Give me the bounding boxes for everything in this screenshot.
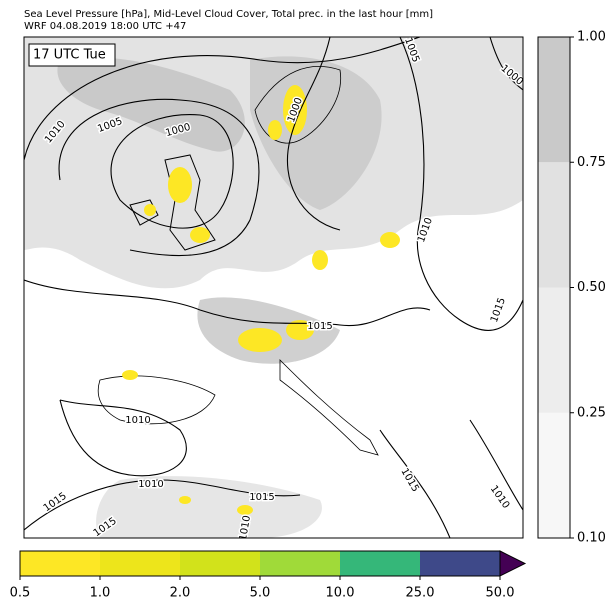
time-label-box: [28, 43, 116, 67]
coastline: [164, 154, 216, 251]
contour-label: 1010: [125, 415, 150, 426]
cloud-area: [250, 56, 382, 210]
colorbar-band: [340, 551, 421, 576]
contour-label: 1015: [307, 321, 332, 332]
colorbar-tick-label: 2.0: [170, 586, 191, 601]
colorbar-band: [180, 551, 261, 576]
colorbar-band: [420, 551, 501, 576]
colorbar-tick-label: 0.10: [577, 531, 606, 546]
colorbar-tick-label: 1.00: [577, 30, 606, 45]
colorbar-extend: [499, 550, 527, 577]
time-label: 17 UTC Tue: [33, 48, 106, 63]
precip-areas: [122, 85, 400, 515]
colorbar-band: [538, 37, 570, 163]
colorbar-tick-label: 10.0: [326, 586, 355, 601]
colorbar-tick-label: 25.0: [406, 586, 435, 601]
cloud-area: [57, 57, 245, 152]
colorbar-band: [538, 287, 570, 413]
colorbar-tick-label: 0.5: [10, 586, 31, 601]
title: Sea Level Pressure [hPa], Mid-Level Clou…: [24, 9, 433, 20]
colorbar-band: [538, 412, 570, 538]
colorbar-band: [100, 551, 181, 576]
colorbar-tick-label: 0.75: [577, 155, 606, 170]
colorbar-tick-label: 50.0: [486, 586, 515, 601]
colorbar-tick-label: 0.25: [577, 405, 606, 420]
coastline: [129, 199, 159, 226]
cloud-area: [96, 476, 322, 538]
colorbar-tick-label: 0.50: [577, 280, 606, 295]
colorbar-band: [20, 551, 101, 576]
colorbar-band: [260, 551, 341, 576]
map-area: 17 UTC Tue 1010 1005 100010001005100010101…: [24, 37, 523, 542]
colorbar-tick-label: 5.0: [250, 586, 271, 601]
colorbar-band: [538, 162, 570, 288]
isobars: [24, 37, 523, 538]
contour-label: 1010: [238, 515, 253, 542]
coastline: [279, 359, 379, 456]
coastline: [97, 375, 216, 425]
contour-label: 1010: [138, 479, 163, 490]
contour-label: 1015: [249, 492, 274, 503]
colorbar-tick-label: 1.0: [90, 586, 111, 601]
map-frame: [23, 36, 524, 539]
subtitle: WRF 04.08.2019 18:00 UTC +47: [24, 21, 186, 32]
